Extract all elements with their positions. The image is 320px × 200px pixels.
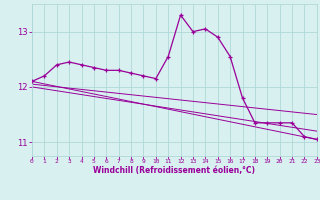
X-axis label: Windchill (Refroidissement éolien,°C): Windchill (Refroidissement éolien,°C) bbox=[93, 166, 255, 175]
